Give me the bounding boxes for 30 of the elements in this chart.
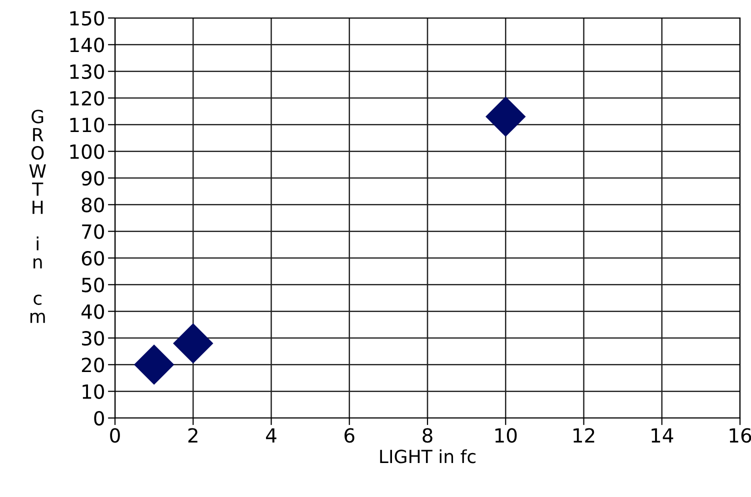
y-tick-label: 150 <box>70 10 104 26</box>
x-tick-label: 6 <box>344 428 354 443</box>
x-axis-title: LIGHT in fc <box>380 449 476 464</box>
point <box>134 344 174 385</box>
x-tick-label: 10 <box>495 428 517 443</box>
text: GROWTH in cm <box>29 110 46 323</box>
y-tick-label: 50 <box>82 278 104 292</box>
y-tick-label: 30 <box>82 330 104 346</box>
y-tick-label: 10 <box>82 384 104 399</box>
y-tick-label: 130 <box>70 64 104 79</box>
y-tick-label: 20 <box>82 358 104 372</box>
x-tick-label: 0 <box>110 428 120 443</box>
y-tick-label: 40 <box>81 304 104 319</box>
y-tick-label: 70 <box>82 224 104 239</box>
point <box>173 323 214 364</box>
point <box>486 96 526 137</box>
y-tick-label: 140 <box>70 38 104 52</box>
x-tick-label: 8 <box>422 428 432 443</box>
x-tick-label: 4 <box>266 428 276 442</box>
y-tick-label: 90 <box>82 170 104 186</box>
x-tick-label: 16 <box>730 428 751 443</box>
x-tick-label: 12 <box>574 428 594 442</box>
x-tick-label: 2 <box>188 428 198 442</box>
y-tick-label: 120 <box>70 90 104 106</box>
y-tick-label: 110 <box>70 118 104 132</box>
y-tick-label: 80 <box>82 198 104 212</box>
y-tick-label: 100 <box>70 144 104 159</box>
x-tick-label: 14 <box>652 428 674 442</box>
y-tick-label: 60 <box>82 250 104 266</box>
y-tick-label: 0 <box>94 410 104 426</box>
